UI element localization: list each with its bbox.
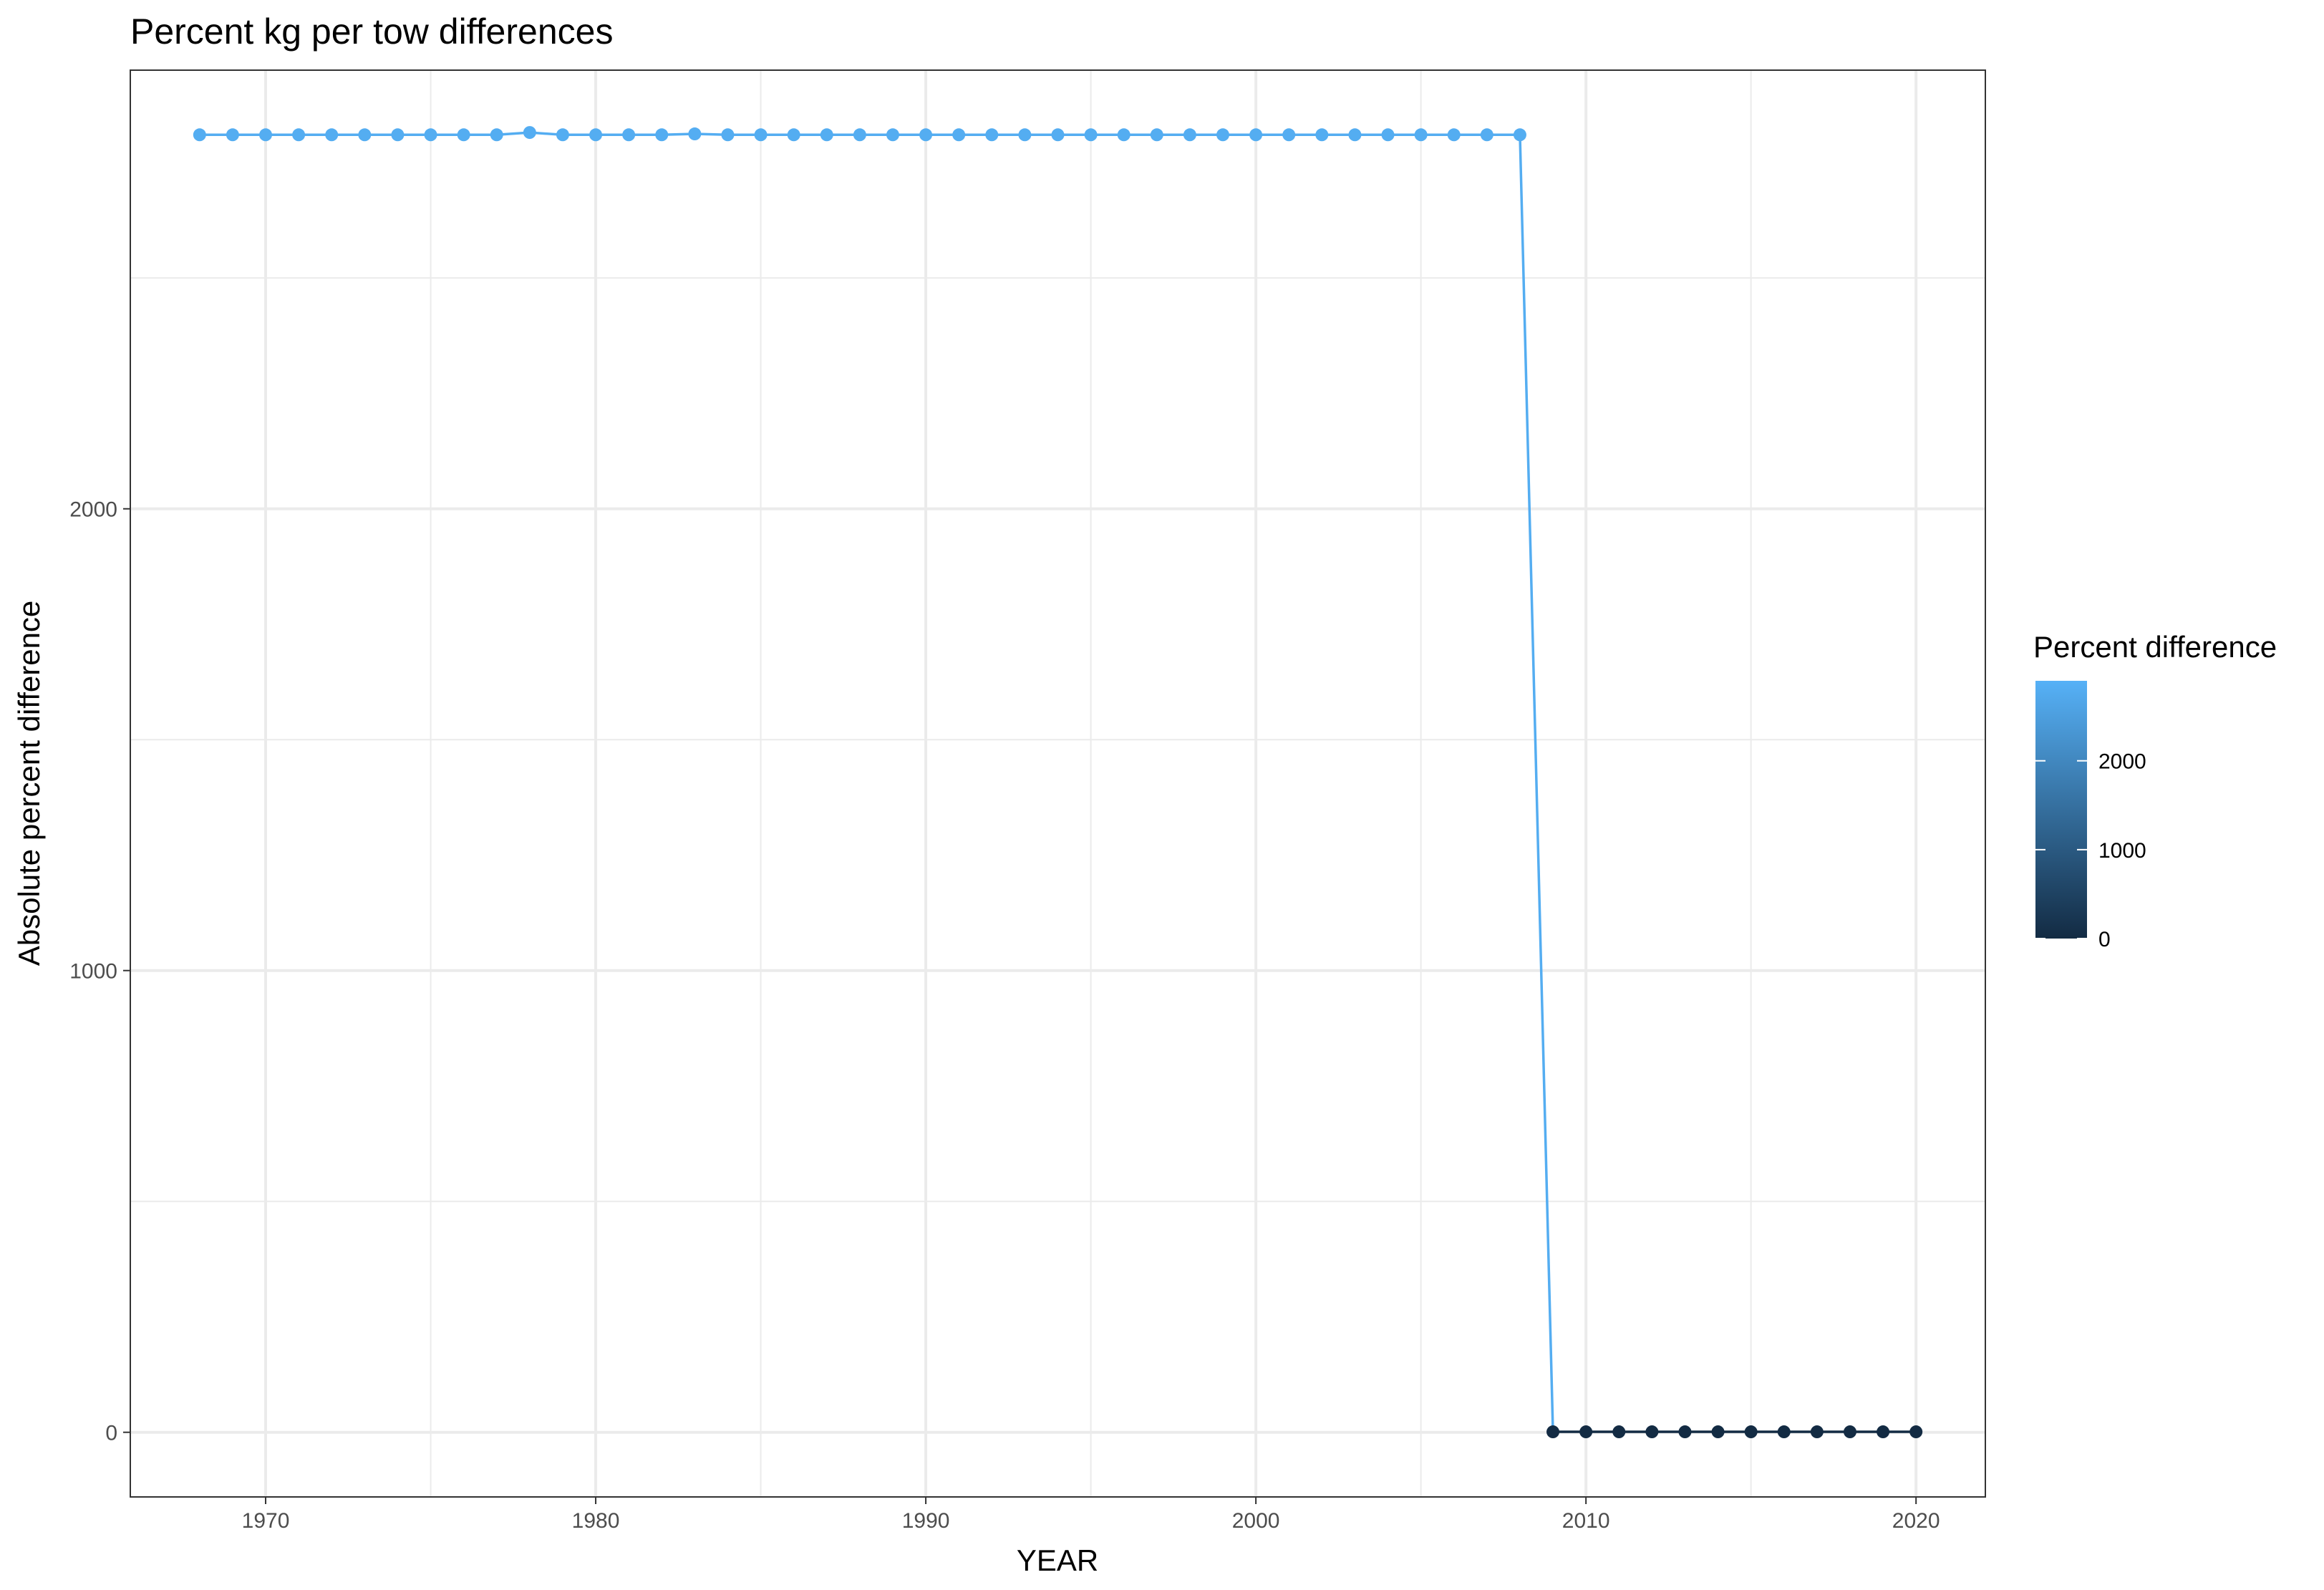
- data-point: [721, 128, 735, 142]
- data-point: [589, 128, 603, 142]
- data-point: [1381, 128, 1395, 142]
- chart-title: Percent kg per tow differences: [130, 11, 613, 52]
- data-point: [1612, 1425, 1626, 1439]
- data-point: [523, 126, 536, 140]
- x-axis: 1970 1980 1990 2000 2010 2020: [242, 1497, 1940, 1533]
- data-point: [787, 128, 800, 142]
- data-point: [1513, 128, 1526, 142]
- colorbar-gradient: [2035, 681, 2087, 939]
- y-tick-label: 0: [105, 1422, 117, 1445]
- data-point: [1414, 128, 1428, 142]
- data-point: [1480, 128, 1493, 142]
- data-point: [1810, 1425, 1824, 1439]
- x-tick-label: 1980: [572, 1509, 620, 1533]
- data-point: [622, 128, 636, 142]
- data-point: [1843, 1425, 1856, 1439]
- data-point: [1348, 128, 1362, 142]
- legend-colorbar: Percent difference 0 1000 2000: [2033, 630, 2277, 951]
- data-point: [193, 128, 206, 142]
- data-point: [952, 128, 966, 142]
- data-point: [1282, 128, 1296, 142]
- y-tick-label: 2000: [69, 498, 117, 522]
- data-point: [1447, 128, 1461, 142]
- data-point: [424, 128, 437, 142]
- x-tick-label: 2010: [1562, 1509, 1610, 1533]
- data-point: [1877, 1425, 1890, 1439]
- data-point: [292, 128, 306, 142]
- colorbar-label: 2000: [2098, 750, 2146, 774]
- data-point: [655, 128, 669, 142]
- data-point: [1678, 1425, 1692, 1439]
- x-tick-label: 1990: [902, 1509, 950, 1533]
- x-axis-title: YEAR: [1017, 1543, 1098, 1577]
- minor-gridlines: [130, 70, 1985, 1497]
- data-point: [226, 128, 239, 142]
- data-point: [820, 128, 833, 142]
- data-point: [985, 128, 999, 142]
- data-point: [1150, 128, 1163, 142]
- colorbar-label: 0: [2098, 928, 2111, 951]
- data-point: [1645, 1425, 1659, 1439]
- data-point: [391, 128, 405, 142]
- plot-panel-background: [130, 70, 1985, 1497]
- data-point: [556, 128, 569, 142]
- data-point: [754, 128, 768, 142]
- data-point: [1579, 1425, 1593, 1439]
- legend-title: Percent difference: [2033, 630, 2277, 664]
- data-point: [1051, 128, 1065, 142]
- x-tick-label: 1970: [242, 1509, 290, 1533]
- data-point: [1183, 128, 1196, 142]
- data-point: [1249, 128, 1263, 142]
- y-tick-label: 1000: [69, 960, 117, 984]
- y-axis-title: Absolute percent difference: [12, 601, 46, 966]
- data-point: [853, 128, 866, 142]
- data-point: [1315, 128, 1329, 142]
- plot-panel-border: [130, 69, 1986, 1498]
- data-point: [457, 128, 470, 142]
- x-tick-label: 2020: [1892, 1509, 1940, 1533]
- y-axis: 0 1000 2000: [69, 498, 130, 1445]
- data-point: [1117, 128, 1130, 142]
- series-layer: [193, 126, 1923, 1439]
- data-point: [1216, 128, 1230, 142]
- data-point: [1546, 1425, 1560, 1439]
- data-point: [688, 127, 702, 141]
- x-tick-label: 2000: [1232, 1509, 1280, 1533]
- data-point: [259, 128, 273, 142]
- data-point: [358, 128, 372, 142]
- series-line-segment: [1519, 133, 1554, 1433]
- data-point: [490, 128, 503, 142]
- data-point: [325, 128, 339, 142]
- data-point: [1711, 1425, 1725, 1439]
- data-point: [886, 128, 899, 142]
- colorbar-breaks: 0 1000 2000: [2035, 750, 2146, 951]
- data-point: [1777, 1425, 1791, 1439]
- data-point: [1084, 128, 1098, 142]
- data-point: [1744, 1425, 1758, 1439]
- data-point: [1018, 128, 1032, 142]
- data-point: [919, 128, 933, 142]
- data-point: [1909, 1425, 1923, 1439]
- colorbar-label: 1000: [2098, 839, 2146, 863]
